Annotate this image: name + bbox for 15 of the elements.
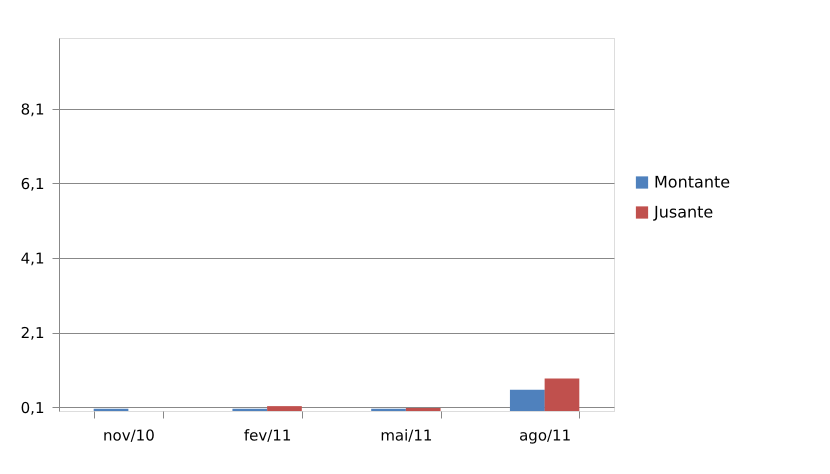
x-tick-label: mai/11 bbox=[380, 426, 432, 444]
y-tick-label: 8,1 bbox=[20, 100, 44, 118]
bar bbox=[544, 378, 580, 411]
y-tick-label: 6,1 bbox=[20, 174, 44, 193]
bar bbox=[406, 408, 441, 411]
y-tick-label: 0,1 bbox=[20, 398, 44, 417]
x-tick-label: fev/11 bbox=[244, 426, 292, 444]
x-tick-label: ago/11 bbox=[519, 426, 572, 444]
y-tick-label: 4,1 bbox=[20, 250, 44, 268]
x-tick-label: nov/10 bbox=[103, 426, 155, 444]
legend-label: Jusante bbox=[653, 202, 714, 222]
bar bbox=[267, 406, 302, 411]
y-tick-label: 2,1 bbox=[20, 324, 44, 342]
legend-label: Montante bbox=[654, 172, 730, 192]
bar bbox=[510, 390, 545, 411]
